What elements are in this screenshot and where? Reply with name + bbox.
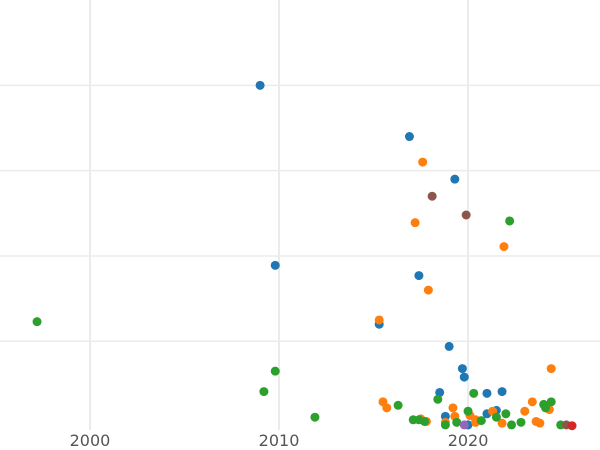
data-point bbox=[450, 174, 460, 184]
data-point bbox=[435, 387, 445, 397]
data-point bbox=[457, 364, 467, 374]
data-point bbox=[423, 285, 433, 295]
data-point bbox=[459, 420, 469, 430]
data-point bbox=[444, 341, 454, 351]
data-point bbox=[32, 317, 42, 327]
data-point bbox=[482, 388, 492, 398]
data-point bbox=[382, 403, 392, 413]
data-point bbox=[393, 400, 403, 410]
data-point bbox=[463, 406, 473, 416]
data-point bbox=[459, 372, 469, 382]
x-tick-label: 2010 bbox=[259, 431, 300, 450]
data-point bbox=[427, 191, 437, 201]
data-point bbox=[270, 366, 280, 376]
data-point bbox=[270, 260, 280, 270]
data-point bbox=[448, 403, 458, 413]
data-point bbox=[507, 420, 517, 430]
data-point bbox=[499, 242, 509, 252]
gridlines bbox=[0, 0, 600, 430]
data-point bbox=[497, 418, 507, 428]
data-point bbox=[452, 417, 462, 427]
data-point bbox=[535, 418, 545, 428]
data-point bbox=[259, 387, 269, 397]
data-point bbox=[374, 315, 384, 325]
data-point bbox=[546, 364, 556, 374]
data-point bbox=[546, 397, 556, 407]
data-points bbox=[32, 80, 577, 431]
data-point bbox=[433, 394, 443, 404]
x-tick-label: 2020 bbox=[448, 431, 489, 450]
data-point bbox=[414, 271, 424, 281]
data-point bbox=[541, 403, 551, 413]
data-point bbox=[476, 416, 486, 426]
data-point bbox=[501, 409, 511, 419]
data-point bbox=[516, 417, 526, 427]
data-point bbox=[255, 80, 265, 90]
x-tick-label: 2000 bbox=[70, 431, 111, 450]
x-tick-labels: 2000 2010 2020 bbox=[70, 431, 489, 450]
data-point bbox=[567, 421, 577, 431]
data-point bbox=[505, 216, 515, 226]
data-point bbox=[497, 387, 507, 397]
data-point bbox=[461, 210, 471, 220]
data-point bbox=[420, 416, 430, 426]
data-point bbox=[310, 412, 320, 422]
data-point bbox=[418, 157, 428, 167]
data-point bbox=[404, 132, 414, 142]
data-point bbox=[527, 397, 537, 407]
data-point bbox=[440, 420, 450, 430]
data-point bbox=[410, 218, 420, 228]
data-point bbox=[491, 412, 501, 422]
data-point bbox=[469, 388, 479, 398]
data-point bbox=[520, 406, 530, 416]
